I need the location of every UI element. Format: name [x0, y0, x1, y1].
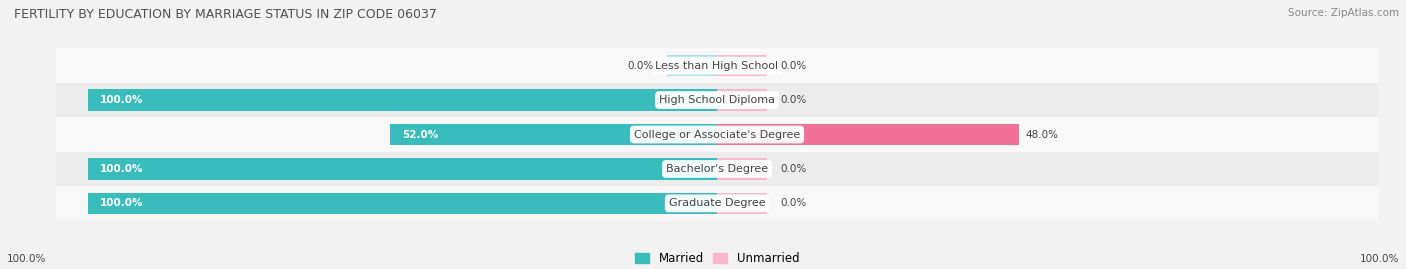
Text: 100.0%: 100.0%: [100, 198, 143, 208]
Bar: [56, 48, 1378, 83]
Text: FERTILITY BY EDUCATION BY MARRIAGE STATUS IN ZIP CODE 06037: FERTILITY BY EDUCATION BY MARRIAGE STATU…: [14, 8, 437, 21]
Text: 0.0%: 0.0%: [780, 95, 806, 105]
Text: 100.0%: 100.0%: [1360, 254, 1399, 264]
Bar: [717, 55, 768, 76]
Bar: [389, 124, 717, 145]
Bar: [717, 158, 768, 180]
Text: 100.0%: 100.0%: [100, 95, 143, 105]
Bar: [87, 89, 717, 111]
Bar: [666, 55, 717, 76]
Text: Graduate Degree: Graduate Degree: [669, 198, 765, 208]
Text: College or Associate's Degree: College or Associate's Degree: [634, 129, 800, 140]
Bar: [56, 83, 1378, 117]
Bar: [56, 186, 1378, 221]
Text: Bachelor's Degree: Bachelor's Degree: [666, 164, 768, 174]
Bar: [717, 89, 768, 111]
Bar: [56, 117, 1378, 152]
Legend: Married, Unmarried: Married, Unmarried: [630, 247, 804, 269]
Text: Less than High School: Less than High School: [655, 61, 779, 71]
Text: 0.0%: 0.0%: [628, 61, 654, 71]
Bar: [87, 193, 717, 214]
Bar: [56, 152, 1378, 186]
Text: 0.0%: 0.0%: [780, 61, 806, 71]
Bar: [717, 193, 768, 214]
Bar: [717, 124, 1019, 145]
Text: 48.0%: 48.0%: [1025, 129, 1059, 140]
Text: 100.0%: 100.0%: [100, 164, 143, 174]
Text: 0.0%: 0.0%: [780, 164, 806, 174]
Text: 0.0%: 0.0%: [780, 198, 806, 208]
Bar: [87, 158, 717, 180]
Text: 52.0%: 52.0%: [402, 129, 439, 140]
Text: Source: ZipAtlas.com: Source: ZipAtlas.com: [1288, 8, 1399, 18]
Text: High School Diploma: High School Diploma: [659, 95, 775, 105]
Text: 100.0%: 100.0%: [7, 254, 46, 264]
